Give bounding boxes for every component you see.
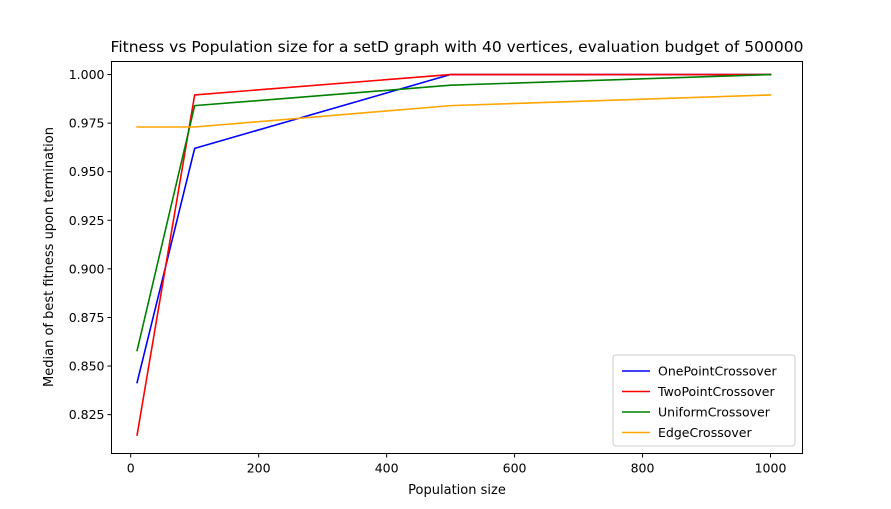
x-tick-label: 0 xyxy=(127,461,135,476)
legend-label: OnePointCrossover xyxy=(658,364,777,379)
y-tick-label: 0.850 xyxy=(69,359,105,374)
series-layer xyxy=(136,73,772,436)
y-tick-label: 0.925 xyxy=(69,213,105,228)
y-tick-label: 0.950 xyxy=(69,164,105,179)
y-tick-label: 0.975 xyxy=(69,116,105,131)
x-tick-label: 400 xyxy=(375,461,399,476)
x-tick-label: 600 xyxy=(503,461,527,476)
y-tick-label: 1.000 xyxy=(69,67,105,82)
plot-area xyxy=(111,61,803,454)
y-tick-label: 0.900 xyxy=(69,261,105,276)
plot-frame xyxy=(111,61,803,454)
y-axis-label: Median of best fitness upon termination xyxy=(42,127,57,387)
legend: OnePointCrossover TwoPointCrossover Unifor… xyxy=(612,354,796,447)
x-tick-label: 800 xyxy=(631,461,655,476)
x-tick-label: 200 xyxy=(247,461,271,476)
legend-label: TwoPointCrossover xyxy=(657,384,775,399)
legend-box xyxy=(612,354,796,447)
legend-label: EdgeCrossover xyxy=(658,425,752,440)
y-tick-label: 0.875 xyxy=(69,310,105,325)
x-axis-ticks: 0 200 400 600 800 1000 xyxy=(127,453,787,476)
y-axis-ticks: 0.825 0.850 0.875 0.900 0.925 0.950 0.975 1.000 xyxy=(69,67,112,422)
x-axis-label: Population size xyxy=(408,483,506,498)
series-line-uniformcrossover xyxy=(136,73,772,352)
chart-title: Fitness vs Population size for a setD gr… xyxy=(111,38,804,56)
legend-label: UniformCrossover xyxy=(658,405,771,420)
x-tick-label: 1000 xyxy=(755,461,787,476)
series-line-twopointcrossover xyxy=(136,73,772,436)
series-line-edgecrossover xyxy=(136,94,772,128)
y-tick-label: 0.825 xyxy=(69,407,105,422)
